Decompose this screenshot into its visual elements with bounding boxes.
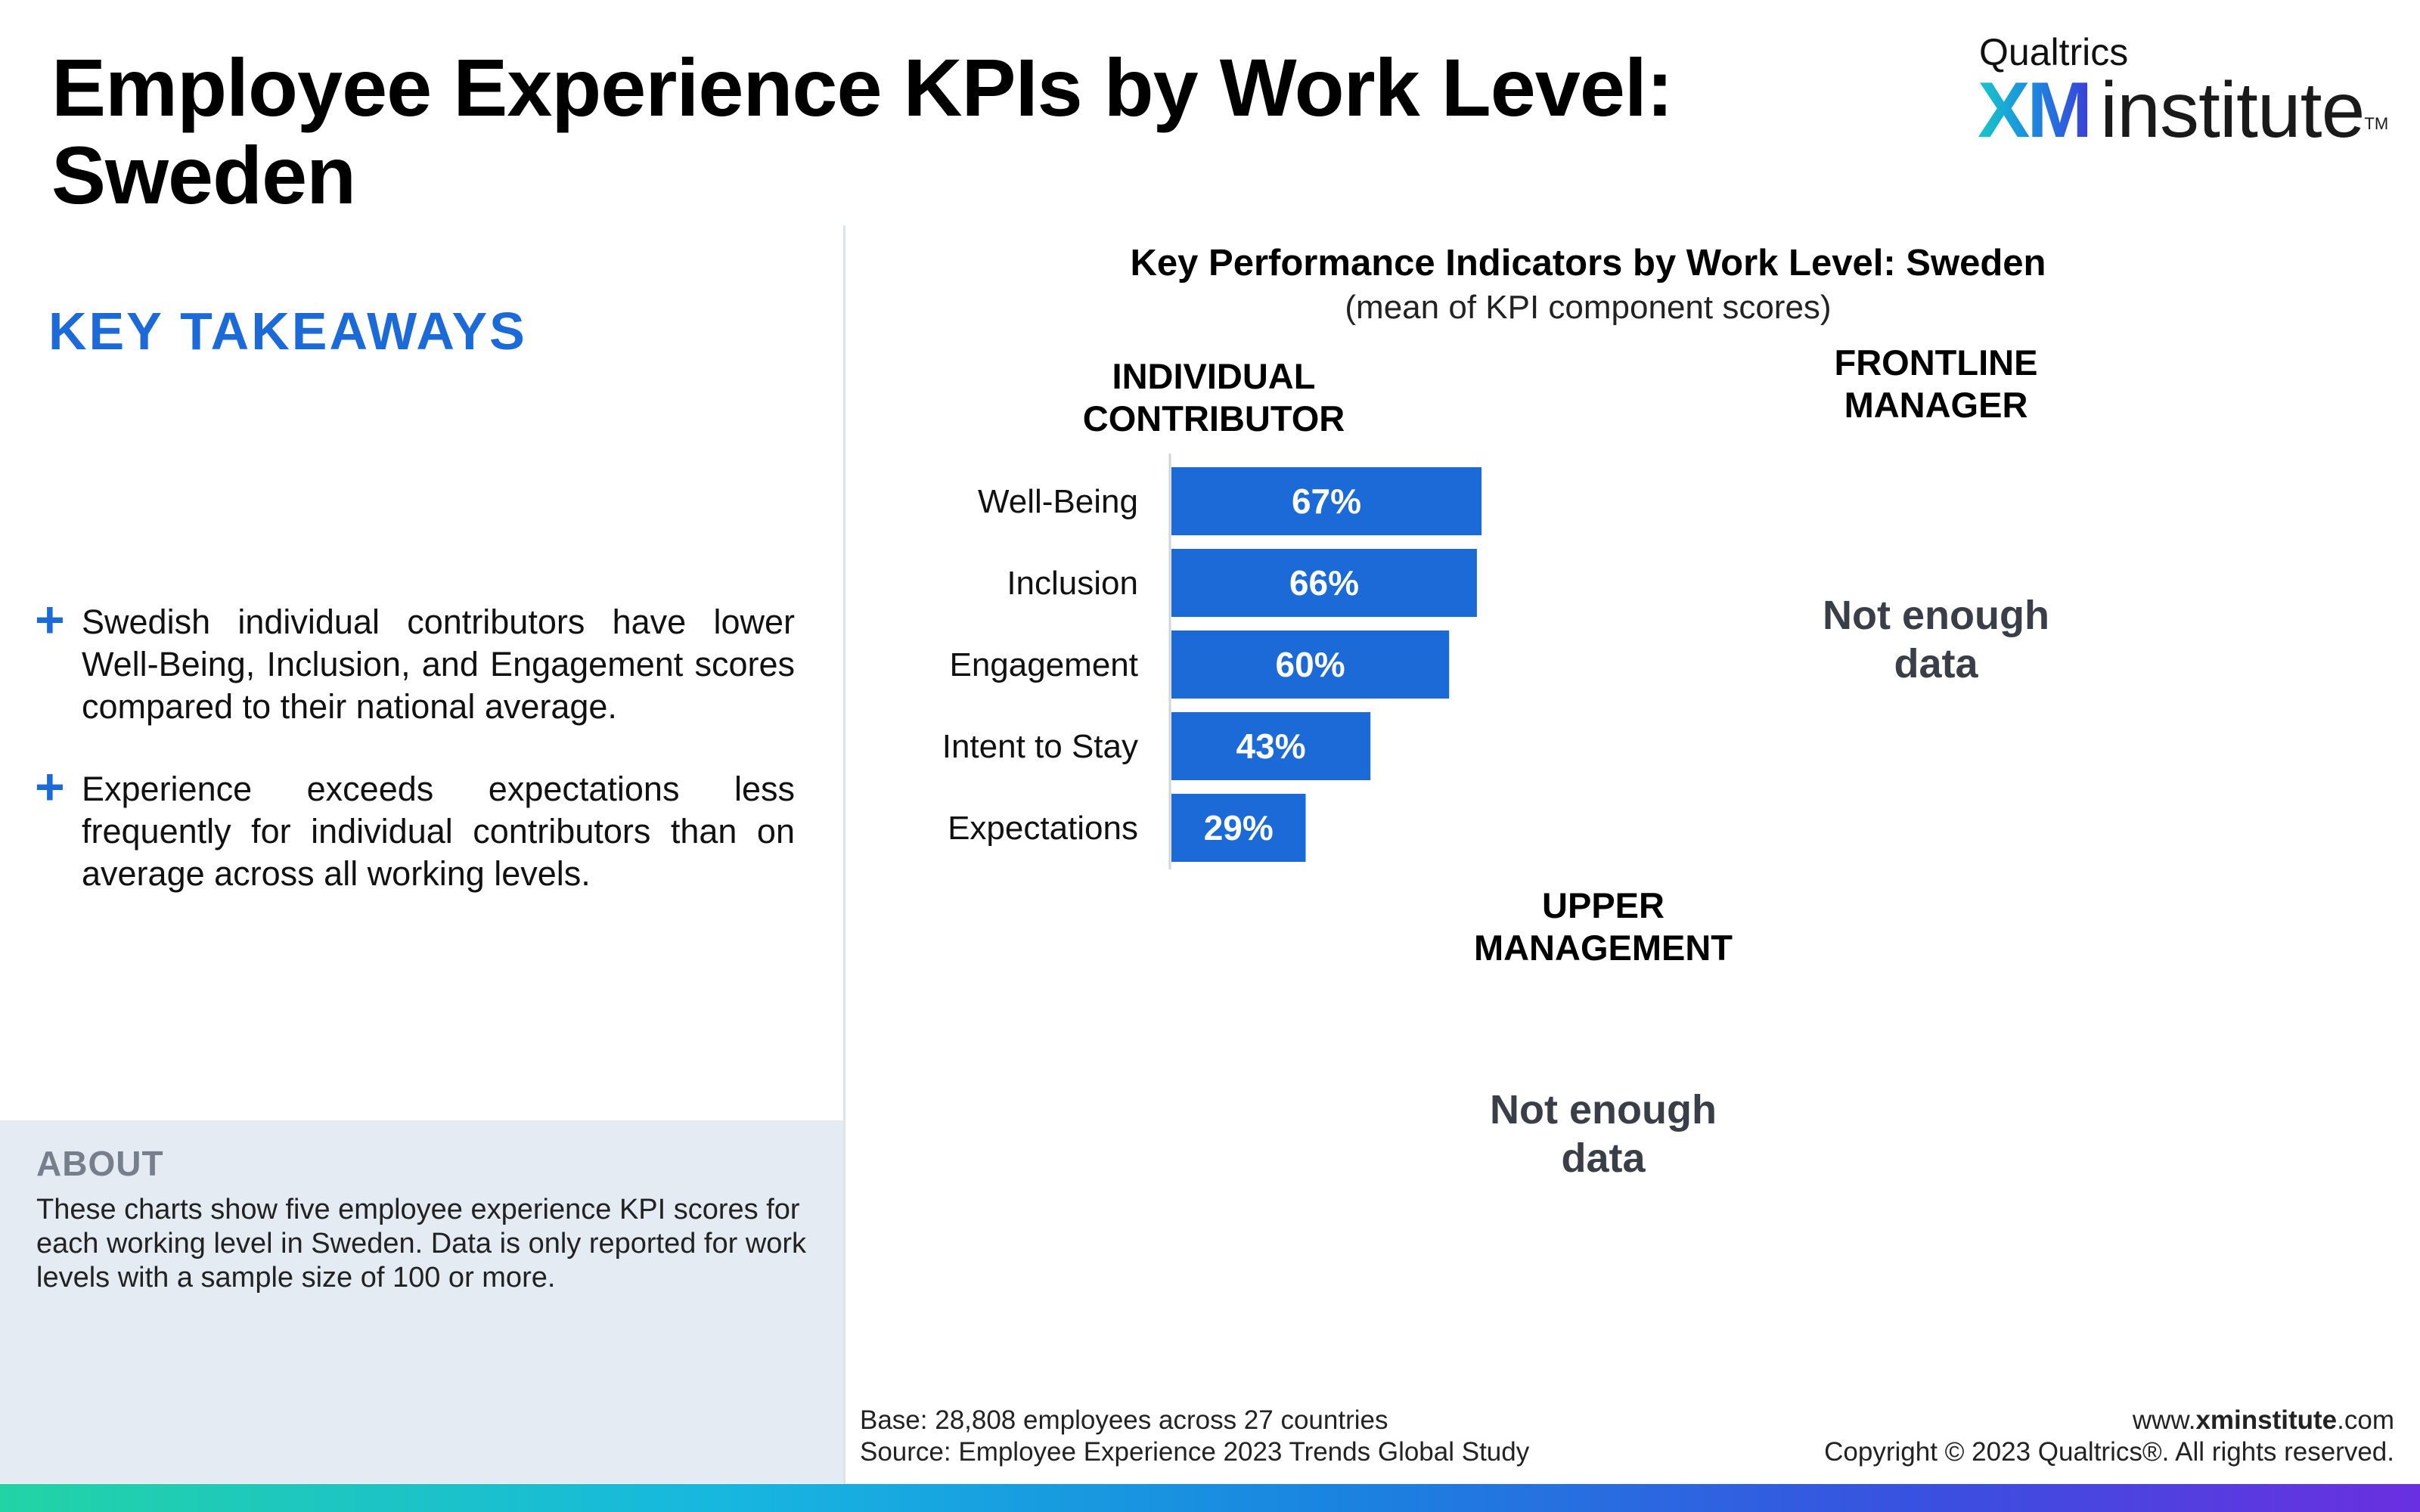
category-label: Engagement: [949, 646, 1138, 683]
bar-well-being: [1171, 467, 1482, 535]
chart-title: Key Performance Indicators by Work Level…: [1130, 243, 2046, 284]
bar-inclusion: [1171, 549, 1477, 617]
page-title-line2: Sweden: [51, 129, 356, 221]
category-label: Well-Being: [978, 483, 1138, 520]
category-label: Intent to Stay: [942, 728, 1138, 765]
website-link[interactable]: www.xminstitute.com: [1824, 1405, 2394, 1436]
takeaway-text: Swedish individual contributors have low…: [82, 603, 795, 726]
upper-management-heading: UPPER MANAGEMENT: [1414, 885, 1792, 969]
heading-line: FRONTLINE: [1834, 342, 2038, 383]
heading-line: INDIVIDUAL: [1112, 356, 1316, 396]
copyright-text: Copyright © 2023 Qualtrics®. All rights …: [1824, 1437, 2394, 1467]
bar-value-label: 29%: [1204, 808, 1274, 847]
url-suffix: .com: [2337, 1405, 2394, 1435]
footer-copyright-block: www.xminstitute.com Copyright © 2023 Qua…: [1824, 1405, 2394, 1468]
individual-contributor-bar-chart: 67% Well-Being 66% Inclusion 60% Engagement 43…: [942, 454, 1482, 869]
bar-intent-to-stay: [1171, 712, 1371, 780]
takeaway-item: + Swedish individual contributors have l…: [35, 591, 795, 728]
upper-management-no-data: Not enough data: [1414, 1086, 1792, 1182]
logo-trademark: TM: [2364, 114, 2389, 133]
about-text: These charts show five employee experien…: [36, 1194, 807, 1294]
category-label: Inclusion: [1007, 565, 1138, 602]
about-panel: ABOUT These charts show five employee ex…: [0, 1120, 843, 1483]
individual-contributor-heading: INDIVIDUAL CONTRIBUTOR: [1059, 355, 1369, 440]
bar-value-label: 66%: [1289, 563, 1359, 603]
heading-line: CONTRIBUTOR: [1082, 398, 1345, 438]
bar-expectations: [1171, 794, 1306, 862]
logo-institute-text: institute: [2100, 67, 2365, 154]
xm-institute-logo: Qualtrics XM instituteTM: [1978, 30, 2388, 154]
section-divider: [843, 225, 845, 1484]
footer-source-text: Source: Employee Experience 2023 Trends …: [860, 1437, 1530, 1467]
bottom-gradient-band: [0, 1484, 2420, 1512]
key-takeaways-heading: KEY TAKEAWAYS: [48, 302, 527, 361]
bar-value-label: 43%: [1236, 727, 1306, 766]
logo-wordmark: XM instituteTM: [1978, 65, 2388, 156]
footer-source: Base: 28,808 employees across 27 countri…: [860, 1405, 1529, 1468]
bar-value-label: 67%: [1292, 482, 1361, 521]
url-prefix: www.: [2132, 1405, 2196, 1435]
category-label: Expectations: [948, 810, 1138, 847]
bar-value-label: 60%: [1276, 645, 1345, 684]
plus-icon: +: [35, 758, 65, 816]
url-domain: xminstitute: [2195, 1405, 2338, 1435]
about-heading: ABOUT: [36, 1144, 164, 1183]
frontline-manager-no-data: Not enough data: [1747, 591, 2125, 688]
heading-line: MANAGER: [1844, 385, 2028, 425]
plus-icon: +: [35, 591, 65, 649]
takeaway-item: + Experience exceeds expectations less f…: [35, 758, 795, 895]
heading-line: UPPER: [1542, 885, 1665, 925]
no-data-line: Not enough: [1823, 593, 2049, 638]
chart-subtitle: (mean of KPI component scores): [1345, 289, 1832, 326]
no-data-line: data: [1894, 641, 1978, 686]
frontline-manager-heading: FRONTLINE MANAGER: [1785, 342, 2087, 426]
bar-engagement: [1171, 631, 1450, 699]
logo-qualtrics-text: Qualtrics: [1979, 31, 2129, 73]
heading-line: MANAGEMENT: [1473, 928, 1733, 968]
takeaway-text: Experience exceeds expectations less fre…: [82, 770, 795, 893]
no-data-line: data: [1561, 1136, 1646, 1181]
no-data-line: Not enough: [1490, 1087, 1717, 1132]
page-title: Employee Experience KPIs by Work Level: …: [51, 44, 1866, 219]
page-title-line1: Employee Experience KPIs by Work Level:: [51, 42, 1674, 133]
logo-xm-text: XM: [1978, 67, 2093, 154]
footer-base-text: Base: 28,808 employees across 27 countri…: [860, 1405, 1388, 1435]
